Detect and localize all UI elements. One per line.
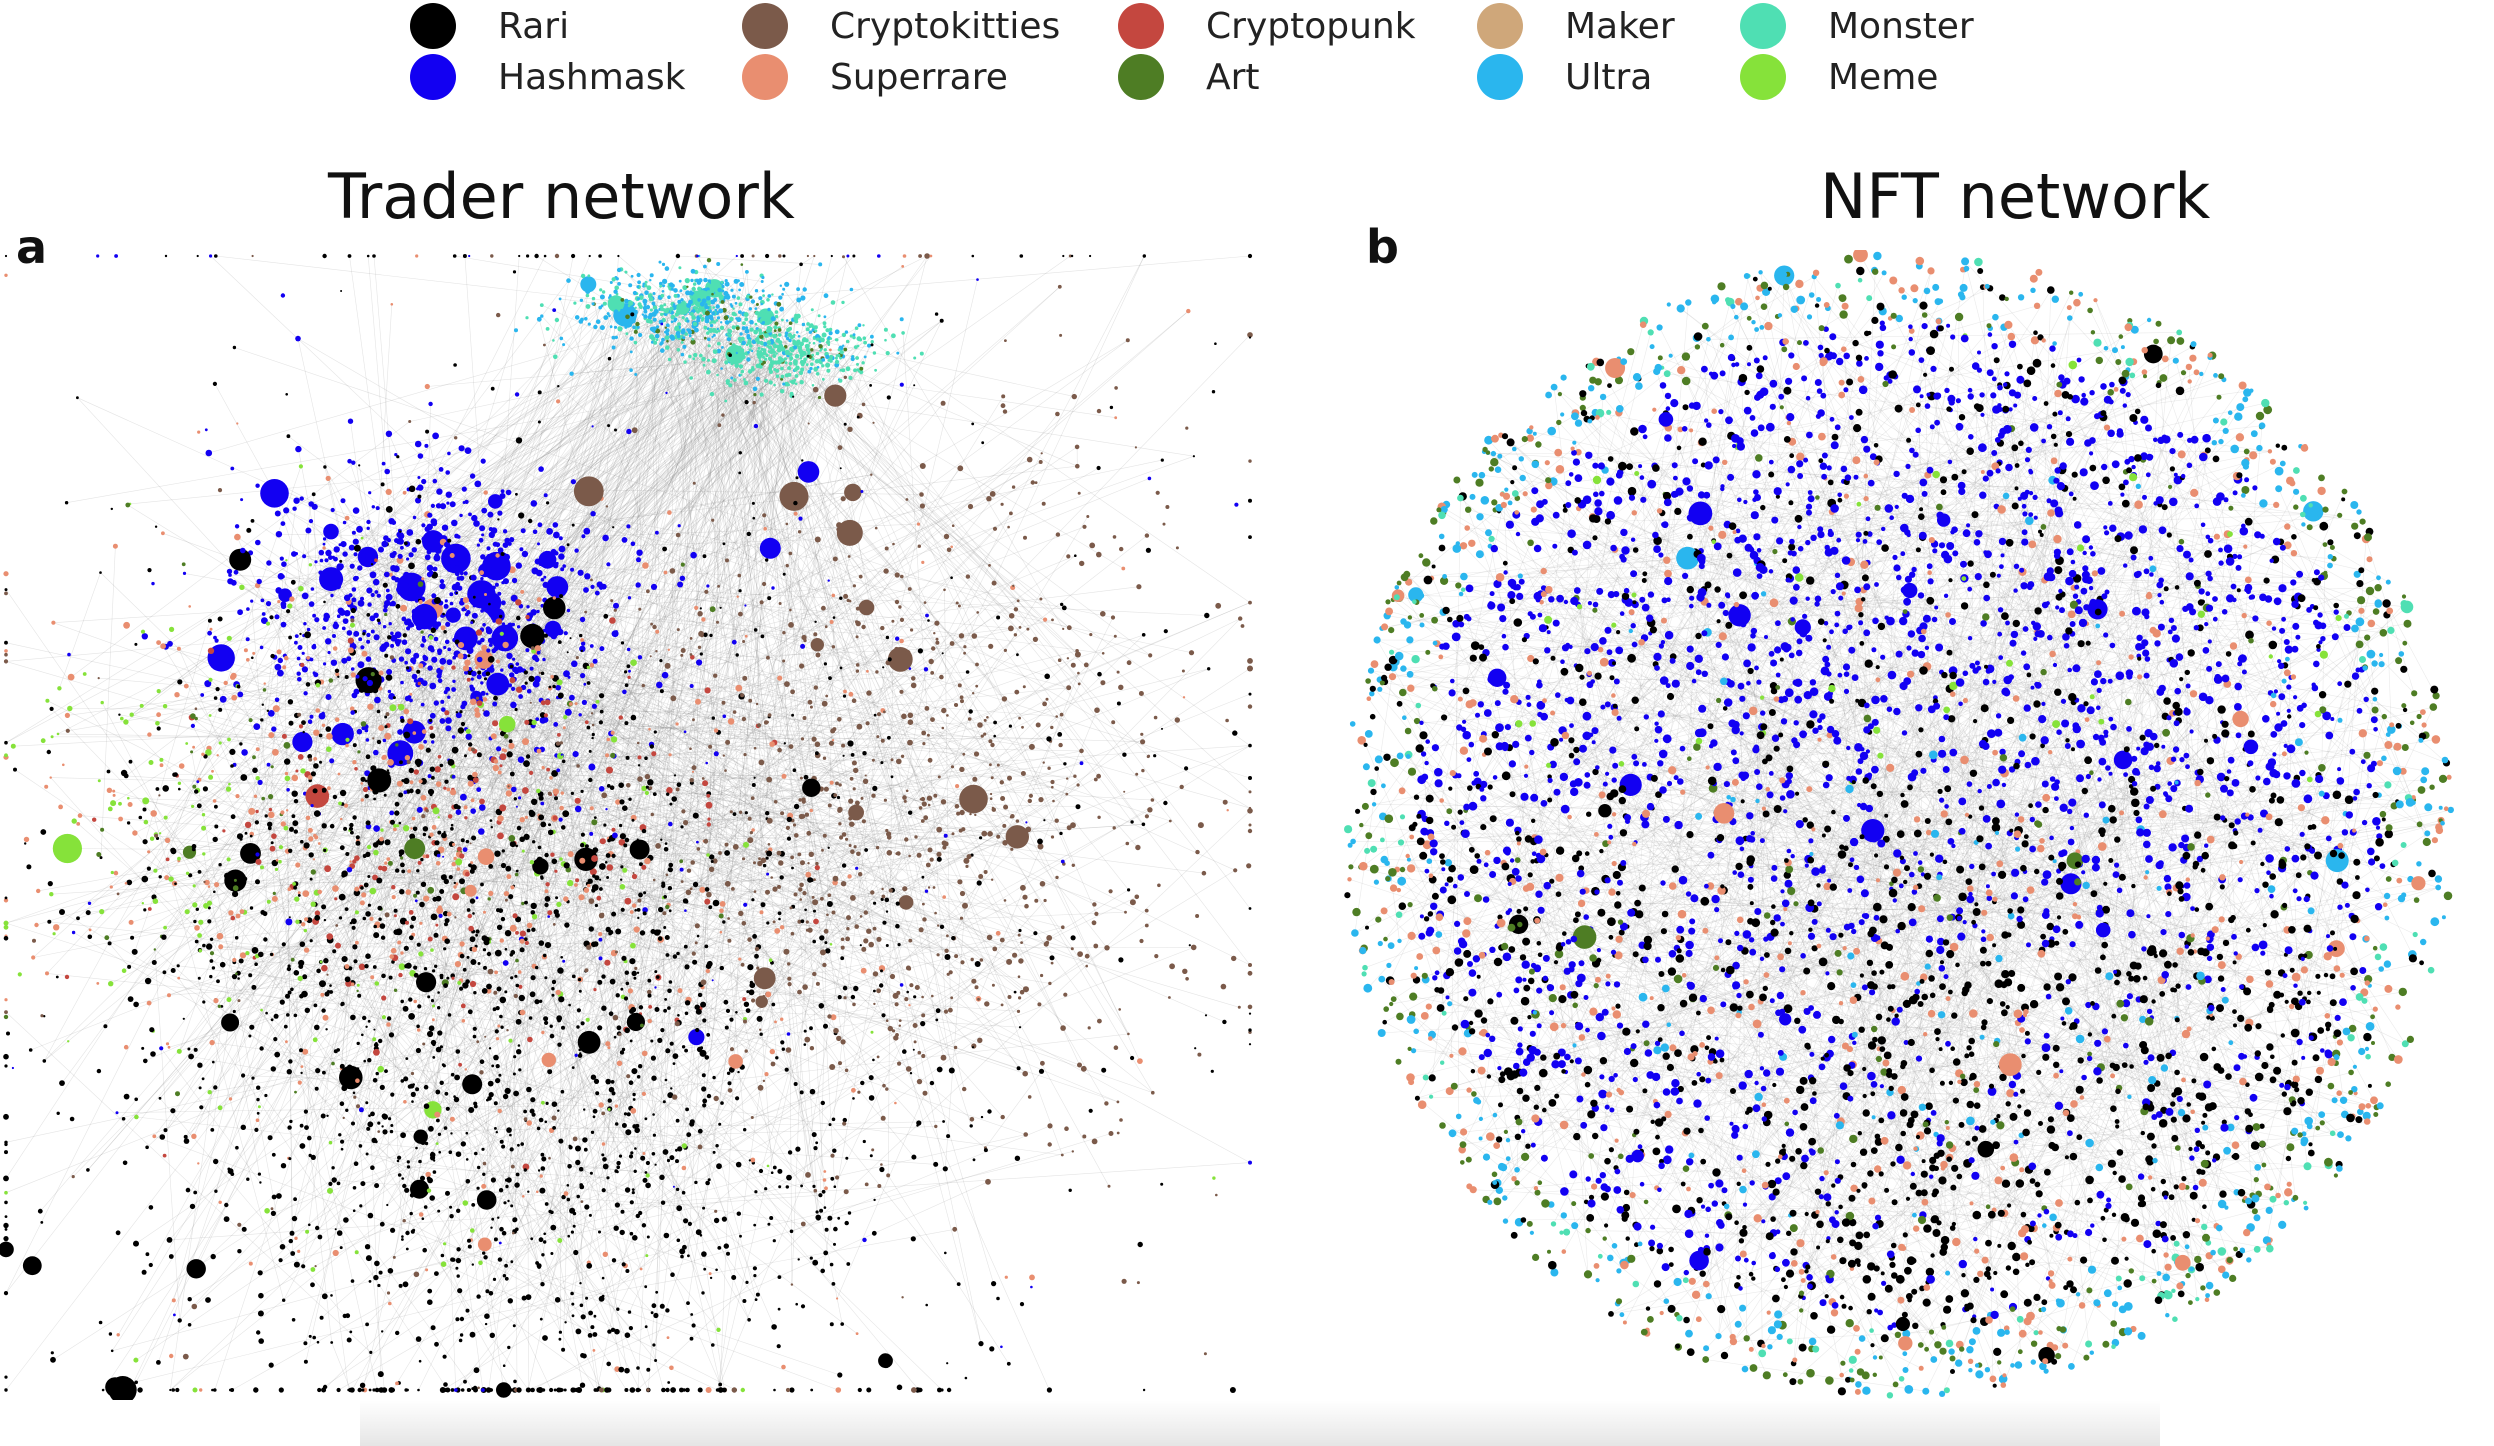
legend-swatch-cryptokitties: [742, 3, 788, 49]
bottom-shadow: [360, 1400, 2160, 1446]
legend-item-monster: Monster: [1740, 1, 1974, 51]
nft-network-nodes: [1344, 250, 2454, 1399]
legend-label-superrare: Superrare: [830, 56, 1008, 98]
legend-swatch-superrare: [742, 54, 788, 100]
legend-item-meme: Meme: [1740, 52, 1938, 102]
legend-label-cryptokitties: Cryptokitties: [830, 5, 1061, 47]
legend-label-rari: Rari: [498, 5, 570, 47]
legend-label-monster: Monster: [1828, 5, 1974, 47]
legend-item-art: Art: [1118, 52, 1260, 102]
legend-swatch-meme: [1740, 54, 1786, 100]
legend-item-ultra: Ultra: [1477, 52, 1652, 102]
legend-item-cryptopunk: Cryptopunk: [1118, 1, 1416, 51]
panel-letter-b: b: [1366, 220, 1399, 274]
legend-swatch-rari: [410, 3, 456, 49]
trader-network-edges: [5, 255, 1251, 1391]
legend-label-cryptopunk: Cryptopunk: [1206, 5, 1416, 47]
trader-network-nodes: [0, 253, 1253, 1400]
legend: Rari Hashmask Cryptokitties Superrare Cr…: [400, 0, 2100, 100]
panel-letter-a: a: [16, 220, 48, 274]
legend-label-hashmask: Hashmask: [498, 56, 686, 98]
legend-item-superrare: Superrare: [742, 52, 1008, 102]
legend-label-maker: Maker: [1565, 5, 1675, 47]
legend-item-cryptokitties: Cryptokitties: [742, 1, 1060, 51]
legend-swatch-hashmask: [410, 54, 456, 100]
legend-swatch-maker: [1477, 3, 1523, 49]
legend-label-art: Art: [1206, 56, 1260, 98]
legend-item-hashmask: Hashmask: [410, 52, 685, 102]
legend-label-meme: Meme: [1828, 56, 1939, 98]
trader-network-graph: [0, 253, 1253, 1400]
legend-swatch-art: [1118, 54, 1164, 100]
legend-swatch-cryptopunk: [1118, 3, 1164, 49]
nft-network-title: NFT network: [1820, 160, 2211, 233]
trader-network-title: Trader network: [328, 160, 795, 233]
nft-network-graph: [1344, 250, 2454, 1399]
legend-item-maker: Maker: [1477, 1, 1675, 51]
legend-item-rari: Rari: [410, 1, 569, 51]
legend-swatch-monster: [1740, 3, 1786, 49]
legend-label-ultra: Ultra: [1565, 56, 1653, 98]
legend-swatch-ultra: [1477, 54, 1523, 100]
